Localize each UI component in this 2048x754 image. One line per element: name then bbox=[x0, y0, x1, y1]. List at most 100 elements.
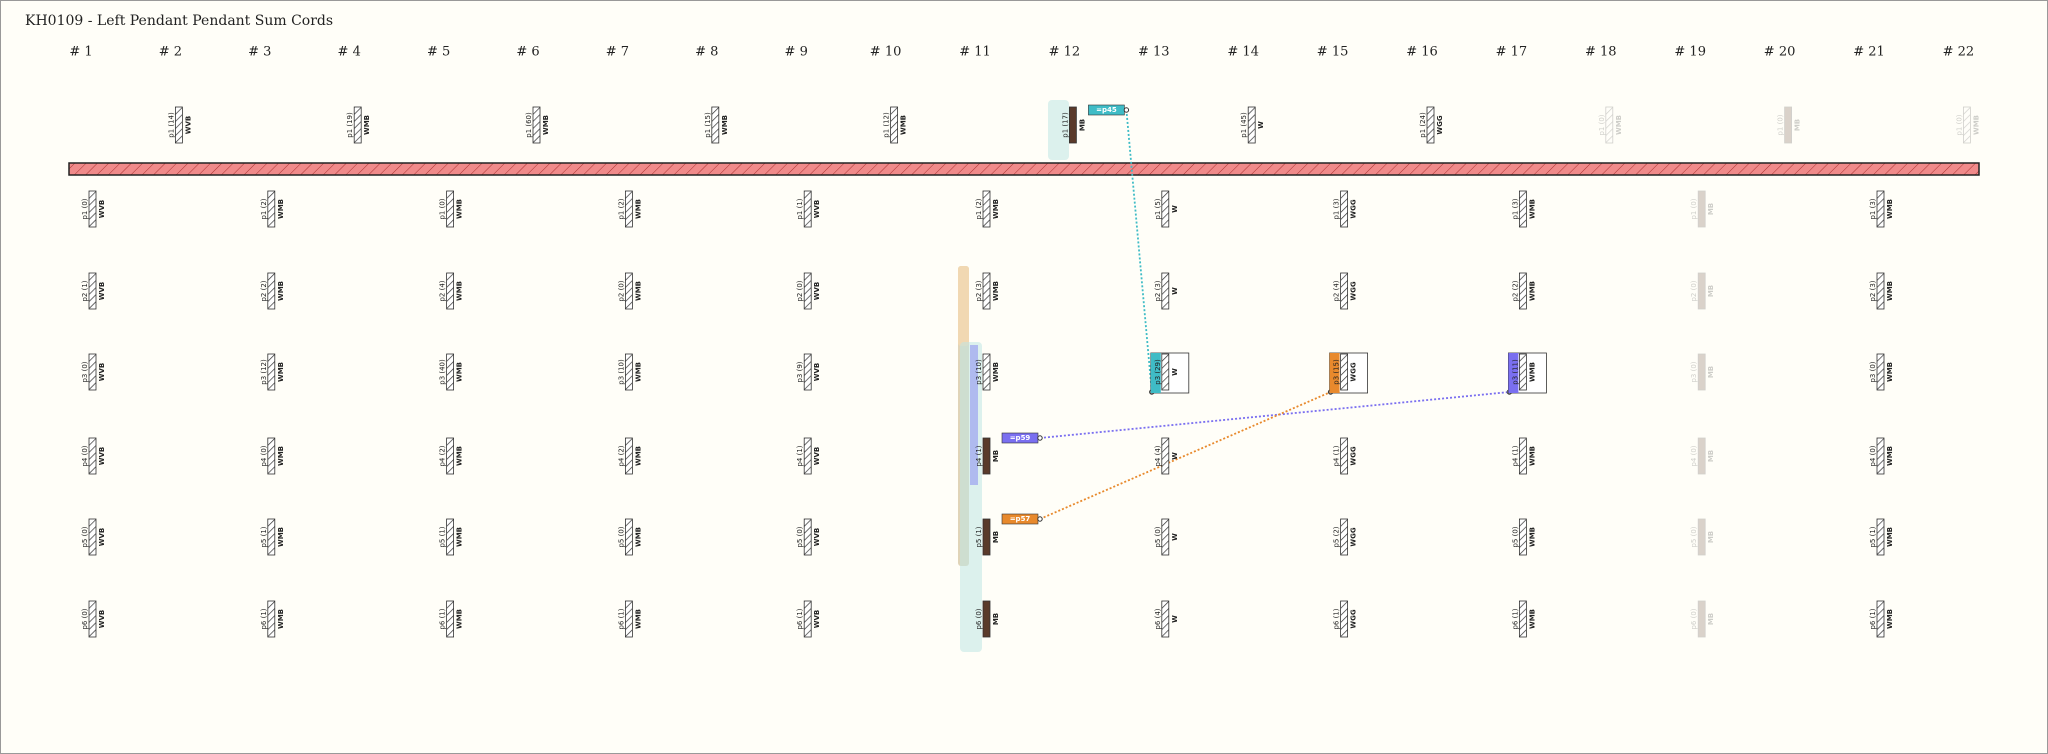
cord-label: p2 (0) bbox=[617, 280, 625, 301]
cord-knots bbox=[711, 106, 720, 144]
column-label: # 14 bbox=[1227, 45, 1259, 60]
column-label: # 11 bbox=[959, 45, 991, 60]
cord-knots bbox=[1784, 106, 1792, 144]
cord: p2 (0) MB bbox=[1690, 272, 1715, 310]
cord-colors: WMB bbox=[542, 115, 550, 135]
cord-colors: MB bbox=[1078, 119, 1086, 131]
column-label: # 19 bbox=[1674, 45, 1706, 60]
column-label: # 7 bbox=[606, 45, 629, 60]
cord-knots bbox=[1340, 600, 1348, 638]
cord: p4 (4) W bbox=[1154, 437, 1179, 475]
cord-knots bbox=[1519, 518, 1527, 556]
cord: p6 (1) WMB bbox=[617, 600, 642, 638]
cord: p5 (1) MB bbox=[975, 518, 1000, 556]
cord-knots bbox=[446, 518, 455, 556]
cord-label: p4 (0) bbox=[81, 445, 89, 466]
cord-colors: WMB bbox=[1886, 362, 1894, 382]
cord-colors: WMB bbox=[277, 362, 285, 382]
cord-colors: WMB bbox=[1886, 527, 1894, 547]
cord-label: p5 (1) bbox=[439, 526, 447, 547]
cord-colors: W bbox=[1171, 368, 1179, 376]
cord: p5 (0) MB bbox=[1690, 518, 1715, 556]
cord-label: p4 (0) bbox=[260, 445, 268, 466]
cord: p4 (0) MB bbox=[1690, 437, 1715, 475]
cord: p6 (4) W bbox=[1154, 600, 1179, 638]
cord-colors: W bbox=[1171, 615, 1179, 623]
cord: p3 (29) W bbox=[1150, 352, 1190, 394]
cord-label: p6 (4) bbox=[1154, 608, 1162, 629]
cord: p4 (1) WMB bbox=[1511, 437, 1536, 475]
cord-knots bbox=[982, 600, 991, 638]
cord-label: p5 (0) bbox=[1154, 526, 1162, 547]
cord-knots bbox=[890, 106, 898, 144]
cord: p3 (0) MB bbox=[1690, 353, 1715, 391]
cord-label: p6 (0) bbox=[975, 608, 983, 629]
column-label: # 2 bbox=[159, 45, 182, 60]
cord-colors: WMB bbox=[1528, 527, 1536, 547]
cord-label: p1 (1) bbox=[796, 198, 804, 219]
cord-knots bbox=[446, 190, 455, 228]
cord: p2 (4) WGG bbox=[1333, 272, 1358, 310]
sum-highlight-fill bbox=[1329, 353, 1340, 393]
cord-label: p1 (15) bbox=[704, 112, 712, 138]
cord-label: p4 (1) bbox=[1511, 445, 1519, 466]
cord: p6 (1) WMB bbox=[1869, 600, 1894, 638]
cord: p6 (0) MB bbox=[1690, 600, 1715, 638]
cord-colors: WMB bbox=[456, 527, 464, 547]
cord: p1 (3) WGG bbox=[1333, 190, 1358, 228]
cord: p1 (12) WMB bbox=[883, 106, 908, 144]
cord-knots bbox=[1519, 353, 1527, 391]
cord: p4 (0) WMB bbox=[1869, 437, 1894, 475]
cord-label: p3 (15) bbox=[1333, 359, 1341, 385]
cord-label: p6 (0) bbox=[81, 608, 89, 629]
cord-label: p4 (1) bbox=[1333, 445, 1341, 466]
cord-knots bbox=[1340, 190, 1348, 228]
cord-label: p6 (1) bbox=[1869, 608, 1877, 629]
cord: p2 (1) WVB bbox=[81, 272, 106, 310]
cord: p4 (1) MB bbox=[975, 437, 1000, 475]
cord-label: p1 (3) bbox=[1869, 198, 1877, 219]
cord-colors: WMB bbox=[277, 609, 285, 629]
cord-knots bbox=[446, 600, 455, 638]
cord-colors: WMB bbox=[456, 281, 464, 301]
cord-knots bbox=[88, 190, 97, 228]
cord: p1 (17) MB bbox=[1061, 106, 1086, 144]
cord-knots bbox=[625, 518, 633, 556]
cord-knots bbox=[1519, 600, 1527, 638]
cord-label: p2 (2) bbox=[260, 280, 268, 301]
cord-label: p4 (0) bbox=[1690, 445, 1698, 466]
column-label: # 3 bbox=[248, 45, 271, 60]
column-label: # 18 bbox=[1585, 45, 1617, 60]
cord-colors: WMB bbox=[456, 609, 464, 629]
cord-colors: W bbox=[1171, 452, 1179, 460]
cord-knots bbox=[803, 190, 812, 228]
sum-highlight-fill bbox=[1508, 353, 1519, 393]
cord-knots bbox=[803, 518, 812, 556]
cord-colors: WMB bbox=[277, 281, 285, 301]
cord-knots bbox=[982, 272, 991, 310]
cord-colors: WMB bbox=[1528, 281, 1536, 301]
sum-link bbox=[1039, 391, 1510, 439]
cord-colors: WVB bbox=[98, 447, 106, 465]
cord-knots bbox=[982, 190, 991, 228]
cord-colors: WVB bbox=[813, 282, 821, 300]
cord: p1 (5) W bbox=[1154, 190, 1179, 228]
cord: p1 (1) WVB bbox=[796, 190, 821, 228]
cord: p5 (1) WMB bbox=[260, 518, 285, 556]
cord-colors: WGG bbox=[1350, 527, 1358, 546]
cord-knots bbox=[982, 437, 991, 475]
cord-label: p4 (2) bbox=[439, 445, 447, 466]
cord: p3 (11) WMB bbox=[1508, 352, 1547, 394]
cord: p6 (0) WVB bbox=[81, 600, 106, 638]
cord-knots bbox=[1161, 272, 1170, 310]
cord-colors: WMB bbox=[1528, 362, 1536, 382]
cord-knots bbox=[1876, 518, 1885, 556]
column-label: # 10 bbox=[870, 45, 902, 60]
cord-label: p5 (0) bbox=[1690, 526, 1698, 547]
cord: p6 (1) WVB bbox=[796, 600, 821, 638]
cord-knots bbox=[1340, 437, 1348, 475]
cord: p5 (0) W bbox=[1154, 518, 1179, 556]
cord: p1 (19) WMB bbox=[346, 106, 371, 144]
column-label: # 15 bbox=[1317, 45, 1349, 60]
cord-label: p1 (12) bbox=[883, 112, 891, 138]
